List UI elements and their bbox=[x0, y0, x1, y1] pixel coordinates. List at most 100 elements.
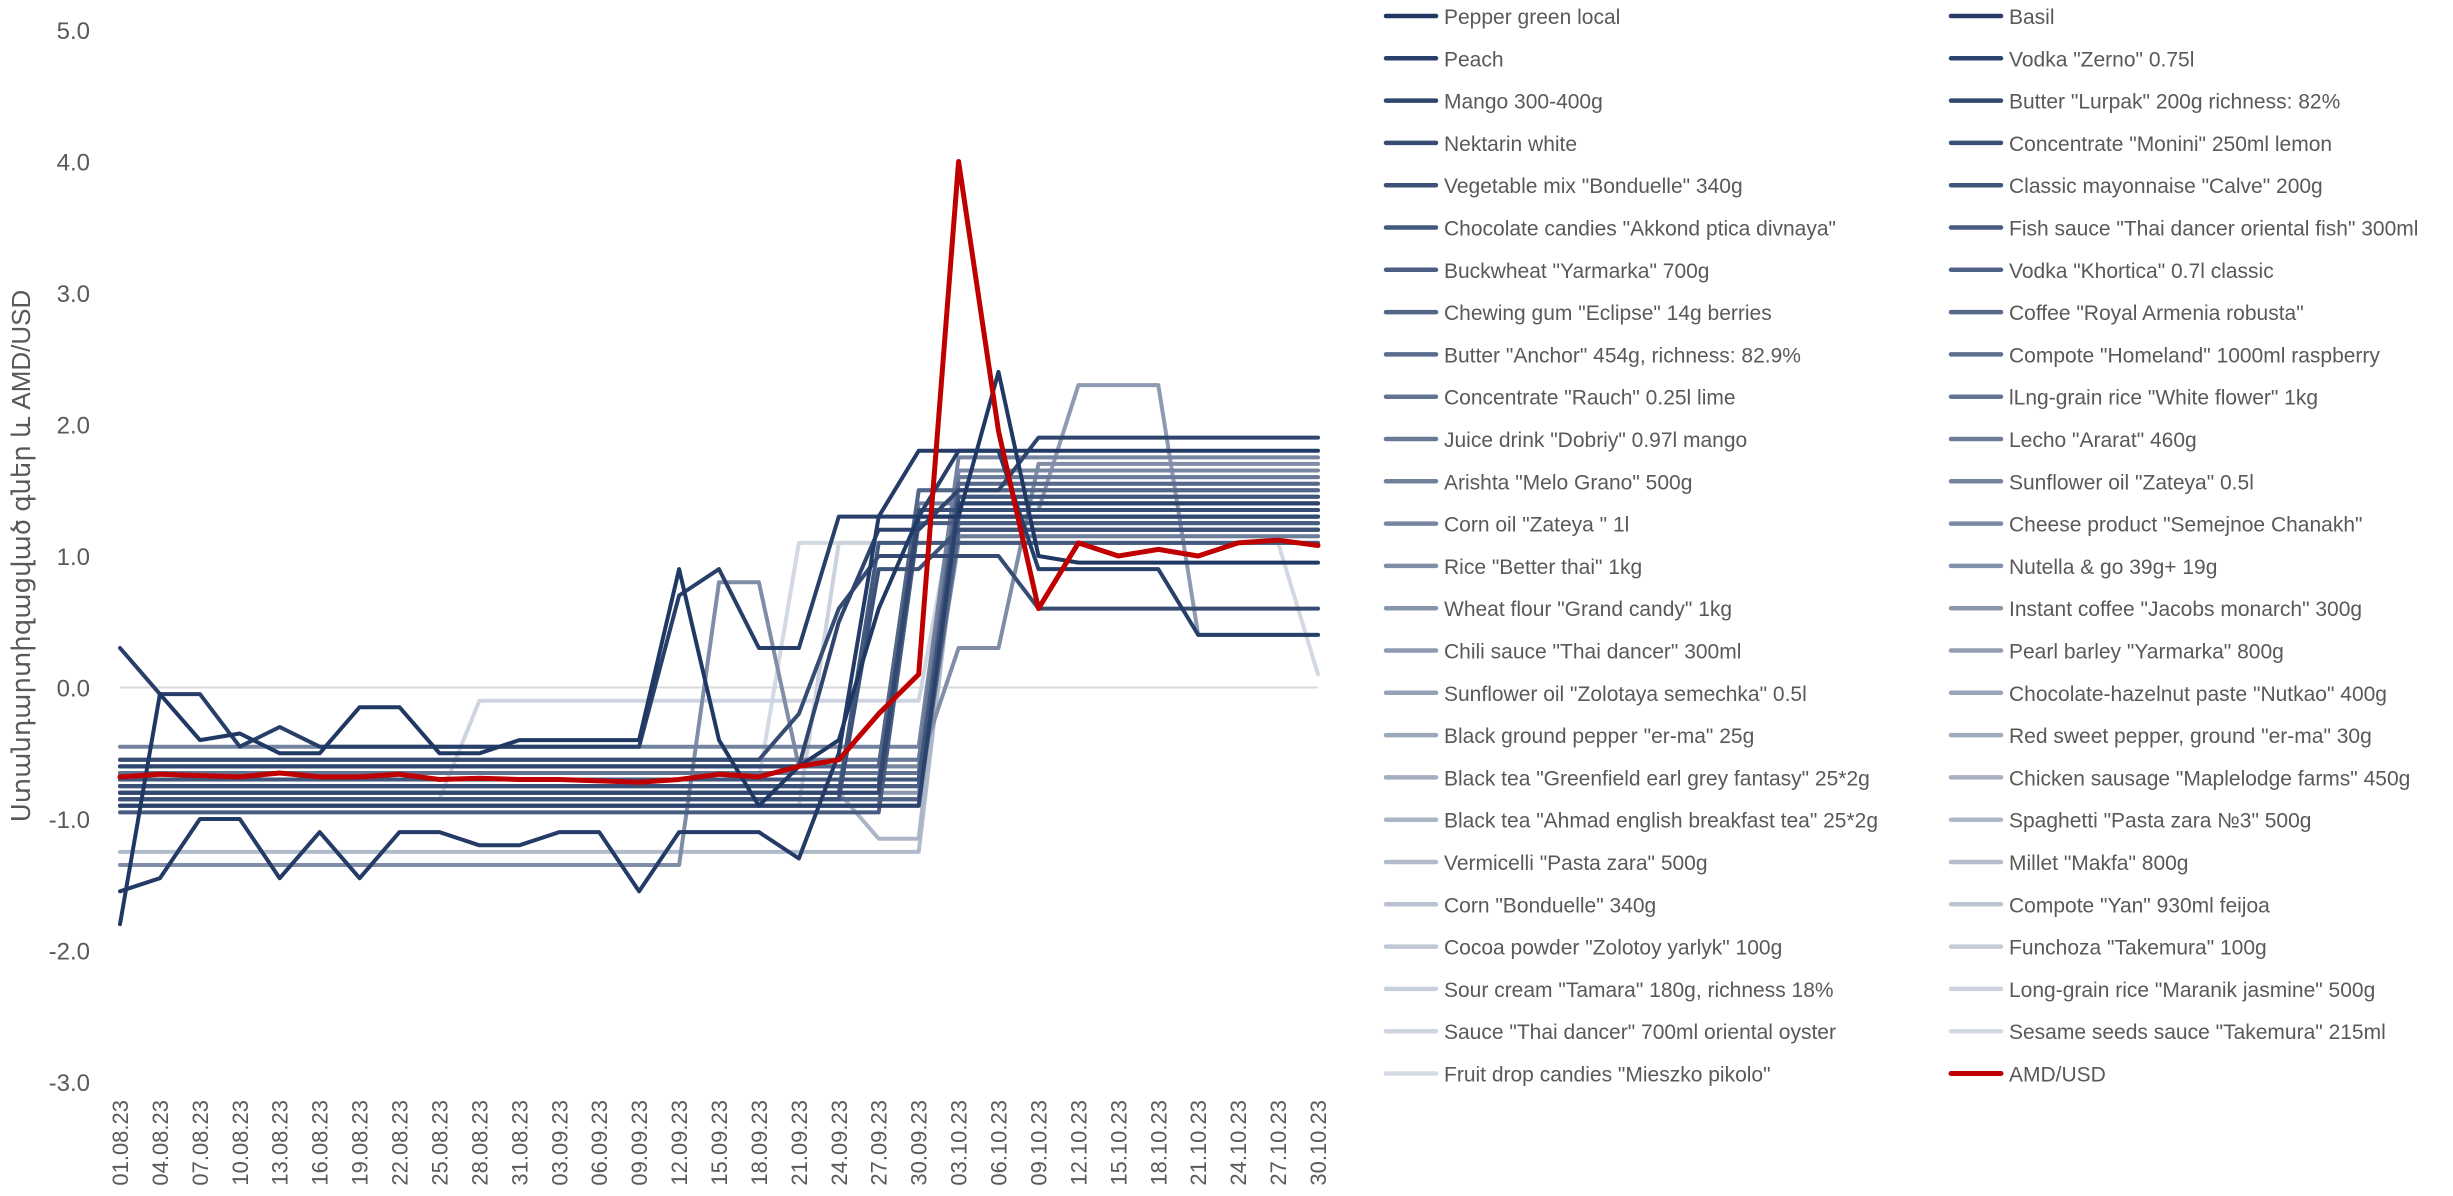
x-tick-label: 12.10.23 bbox=[1066, 1100, 1091, 1186]
series-line-43 bbox=[118, 481, 1320, 775]
legend-label: Fruit drop candies "Mieszko pikolo" bbox=[1444, 1064, 1771, 1087]
legend-label: Peach bbox=[1444, 48, 1504, 71]
legend-label: Nutella & go 39g+ 19g bbox=[2009, 556, 2217, 579]
legend-label: AMD/USD bbox=[2009, 1064, 2106, 1087]
legend-label: Funchoza "Takemura" 100g bbox=[2009, 937, 2267, 960]
y-tick-label: -3.0 bbox=[49, 1070, 90, 1097]
series-line-8 bbox=[118, 527, 1320, 802]
series-line-5 bbox=[118, 514, 1320, 795]
x-tick-label: 21.10.23 bbox=[1186, 1100, 1211, 1186]
x-tick-label: 15.09.23 bbox=[707, 1100, 732, 1186]
legend-label: Red sweet pepper, ground "er-ma" 30g bbox=[2009, 725, 2372, 748]
x-tick-label: 19.08.23 bbox=[348, 1100, 373, 1186]
legend-label: Black tea "Greenfield earl grey fantasy"… bbox=[1444, 767, 1870, 790]
x-tick-label: 10.08.23 bbox=[228, 1100, 253, 1186]
series-line-7 bbox=[118, 508, 1320, 789]
legend-label: Spaghetti "Pasta zara №3" 500g bbox=[2009, 810, 2311, 833]
x-tick-label: 27.10.23 bbox=[1266, 1100, 1291, 1186]
series-line-23 bbox=[118, 455, 1320, 749]
legend-label: Cheese product "Semejnoe Chanakh" bbox=[2009, 514, 2362, 537]
legend-label: Corn "Bonduelle" 340g bbox=[1444, 894, 1656, 917]
series-lines bbox=[117, 159, 1321, 927]
y-tick-label: 0.0 bbox=[57, 676, 90, 703]
legend-label: Butter "Anchor" 454g, richness: 82.9% bbox=[1444, 344, 1801, 367]
series-line-0 bbox=[118, 369, 1320, 927]
series-line-20 bbox=[118, 475, 1320, 762]
legend-label: Millet "Makfa" 800g bbox=[2009, 852, 2188, 875]
x-tick-label: 16.08.23 bbox=[308, 1100, 333, 1186]
series-line-11 bbox=[118, 521, 1320, 815]
x-tick-label: 21.09.23 bbox=[787, 1100, 812, 1186]
legend-label: Coffee "Royal Armenia robusta" bbox=[2009, 302, 2304, 325]
x-tick-label: 03.10.23 bbox=[947, 1100, 972, 1186]
x-tick-label: 30.10.23 bbox=[1306, 1100, 1331, 1186]
y-tick-label: 2.0 bbox=[57, 413, 90, 440]
legend-label: Sunflower oil "Zolotaya semechka" 0.5l bbox=[1444, 683, 1807, 706]
x-tick-label: 31.08.23 bbox=[507, 1100, 532, 1186]
legend-label: Vegetable mix "Bonduelle" 340g bbox=[1444, 175, 1743, 198]
series-line-25 bbox=[118, 521, 1320, 808]
x-tick-label: 01.08.23 bbox=[108, 1100, 133, 1186]
series-line-19 bbox=[118, 514, 1320, 808]
series-line-2 bbox=[118, 448, 1320, 749]
y-tick-label: 4.0 bbox=[57, 150, 90, 177]
x-tick-label: 18.09.23 bbox=[747, 1100, 772, 1186]
legend-label: Arishta "Melo Grano" 500g bbox=[1444, 471, 1692, 494]
legend-label: Sunflower oil "Zateya" 0.5l bbox=[2009, 471, 2254, 494]
x-tick-label: 06.10.23 bbox=[987, 1100, 1012, 1186]
x-tick-label: 15.10.23 bbox=[1106, 1100, 1131, 1186]
x-tick-label: 04.08.23 bbox=[148, 1100, 173, 1186]
legend-label: Black ground pepper "er-ma" 25g bbox=[1444, 725, 1754, 748]
legend-label: Cocoa powder "Zolotoy yarlyk" 100g bbox=[1444, 937, 1782, 960]
legend-label: Vodka "Zerno" 0.75l bbox=[2009, 48, 2194, 71]
series-line-50 bbox=[118, 488, 1320, 769]
legend-label: Classic mayonnaise "Calve" 200g bbox=[2009, 175, 2323, 198]
series-line-49 bbox=[118, 540, 1320, 782]
x-tick-label: 13.08.23 bbox=[268, 1100, 293, 1186]
y-tick-label: 5.0 bbox=[57, 18, 90, 45]
legend-label: Sauce "Thai dancer" 700ml oriental oyste… bbox=[1444, 1021, 1836, 1044]
y-tick-label: -2.0 bbox=[49, 939, 90, 966]
x-tick-label: 03.09.23 bbox=[547, 1100, 572, 1186]
legend-label: Fish sauce "Thai dancer oriental fish" 3… bbox=[2009, 218, 2418, 241]
series-line-14 bbox=[118, 488, 1320, 769]
legend-label: Sour cream "Tamara" 180g, richness 18% bbox=[1444, 979, 1834, 1002]
legend-label: Buckwheat "Yarmarka" 700g bbox=[1444, 260, 1709, 283]
x-tick-label: 30.09.23 bbox=[907, 1100, 932, 1186]
series-line-4 bbox=[118, 435, 1320, 769]
legend-label: Chewing gum "Eclipse" 14g berries bbox=[1444, 302, 1772, 325]
series-line-44 bbox=[118, 514, 1320, 795]
series-line-26 bbox=[118, 461, 1320, 867]
x-tick-label: 24.10.23 bbox=[1226, 1100, 1251, 1186]
series-line-6 bbox=[118, 554, 1320, 762]
x-tick-label: 06.09.23 bbox=[587, 1100, 612, 1186]
legend-label: Concentrate "Rauch" 0.25l lime bbox=[1444, 387, 1736, 410]
series-line-31 bbox=[118, 488, 1320, 769]
x-tick-label: 27.09.23 bbox=[867, 1100, 892, 1186]
legend-label: Lecho "Ararat" 460g bbox=[2009, 429, 2197, 452]
series-line-amd-usd bbox=[117, 159, 1321, 785]
legend-label: Concentrate "Monini" 250ml lemon bbox=[2009, 133, 2332, 156]
legend-label: Compote "Yan" 930ml feijoa bbox=[2009, 894, 2270, 917]
legend-label: lLng-grain rice "White flower" 1kg bbox=[2009, 387, 2318, 410]
x-tick-label: 09.09.23 bbox=[627, 1100, 652, 1186]
x-tick-label: 24.09.23 bbox=[827, 1100, 852, 1186]
legend-label: Chocolate-hazelnut paste "Nutkao" 400g bbox=[2009, 683, 2387, 706]
legend-label: Vermicelli "Pasta zara" 500g bbox=[1444, 852, 1708, 875]
x-tick-label: 09.10.23 bbox=[1026, 1100, 1051, 1186]
legend-label: Pearl barley "Yarmarka" 800g bbox=[2009, 641, 2284, 664]
legend-label: Chocolate candies "Akkond ptica divnaya" bbox=[1444, 218, 1836, 241]
series-line-34 bbox=[118, 475, 1320, 762]
x-tick-label: 25.08.23 bbox=[427, 1100, 452, 1186]
legend-label: Instant coffee "Jacobs monarch" 300g bbox=[2009, 598, 2362, 621]
x-tick-label: 12.09.23 bbox=[667, 1100, 692, 1186]
legend-label: Black tea "Ahmad english breakfast tea" … bbox=[1444, 810, 1878, 833]
legend-label: Chicken sausage "Maplelodge farms" 450g bbox=[2009, 767, 2410, 790]
legend-label: Sesame seeds sauce "Takemura" 215ml bbox=[2009, 1021, 2386, 1044]
legend-label: Mango 300-400g bbox=[1444, 91, 1603, 114]
legend: Pepper green local Basil Peach Vodka "Zerno… bbox=[1383, 6, 2418, 1087]
legend-label: Compote "Homeland" 1000ml raspberry bbox=[2009, 344, 2380, 367]
series-line-9 bbox=[118, 494, 1320, 782]
